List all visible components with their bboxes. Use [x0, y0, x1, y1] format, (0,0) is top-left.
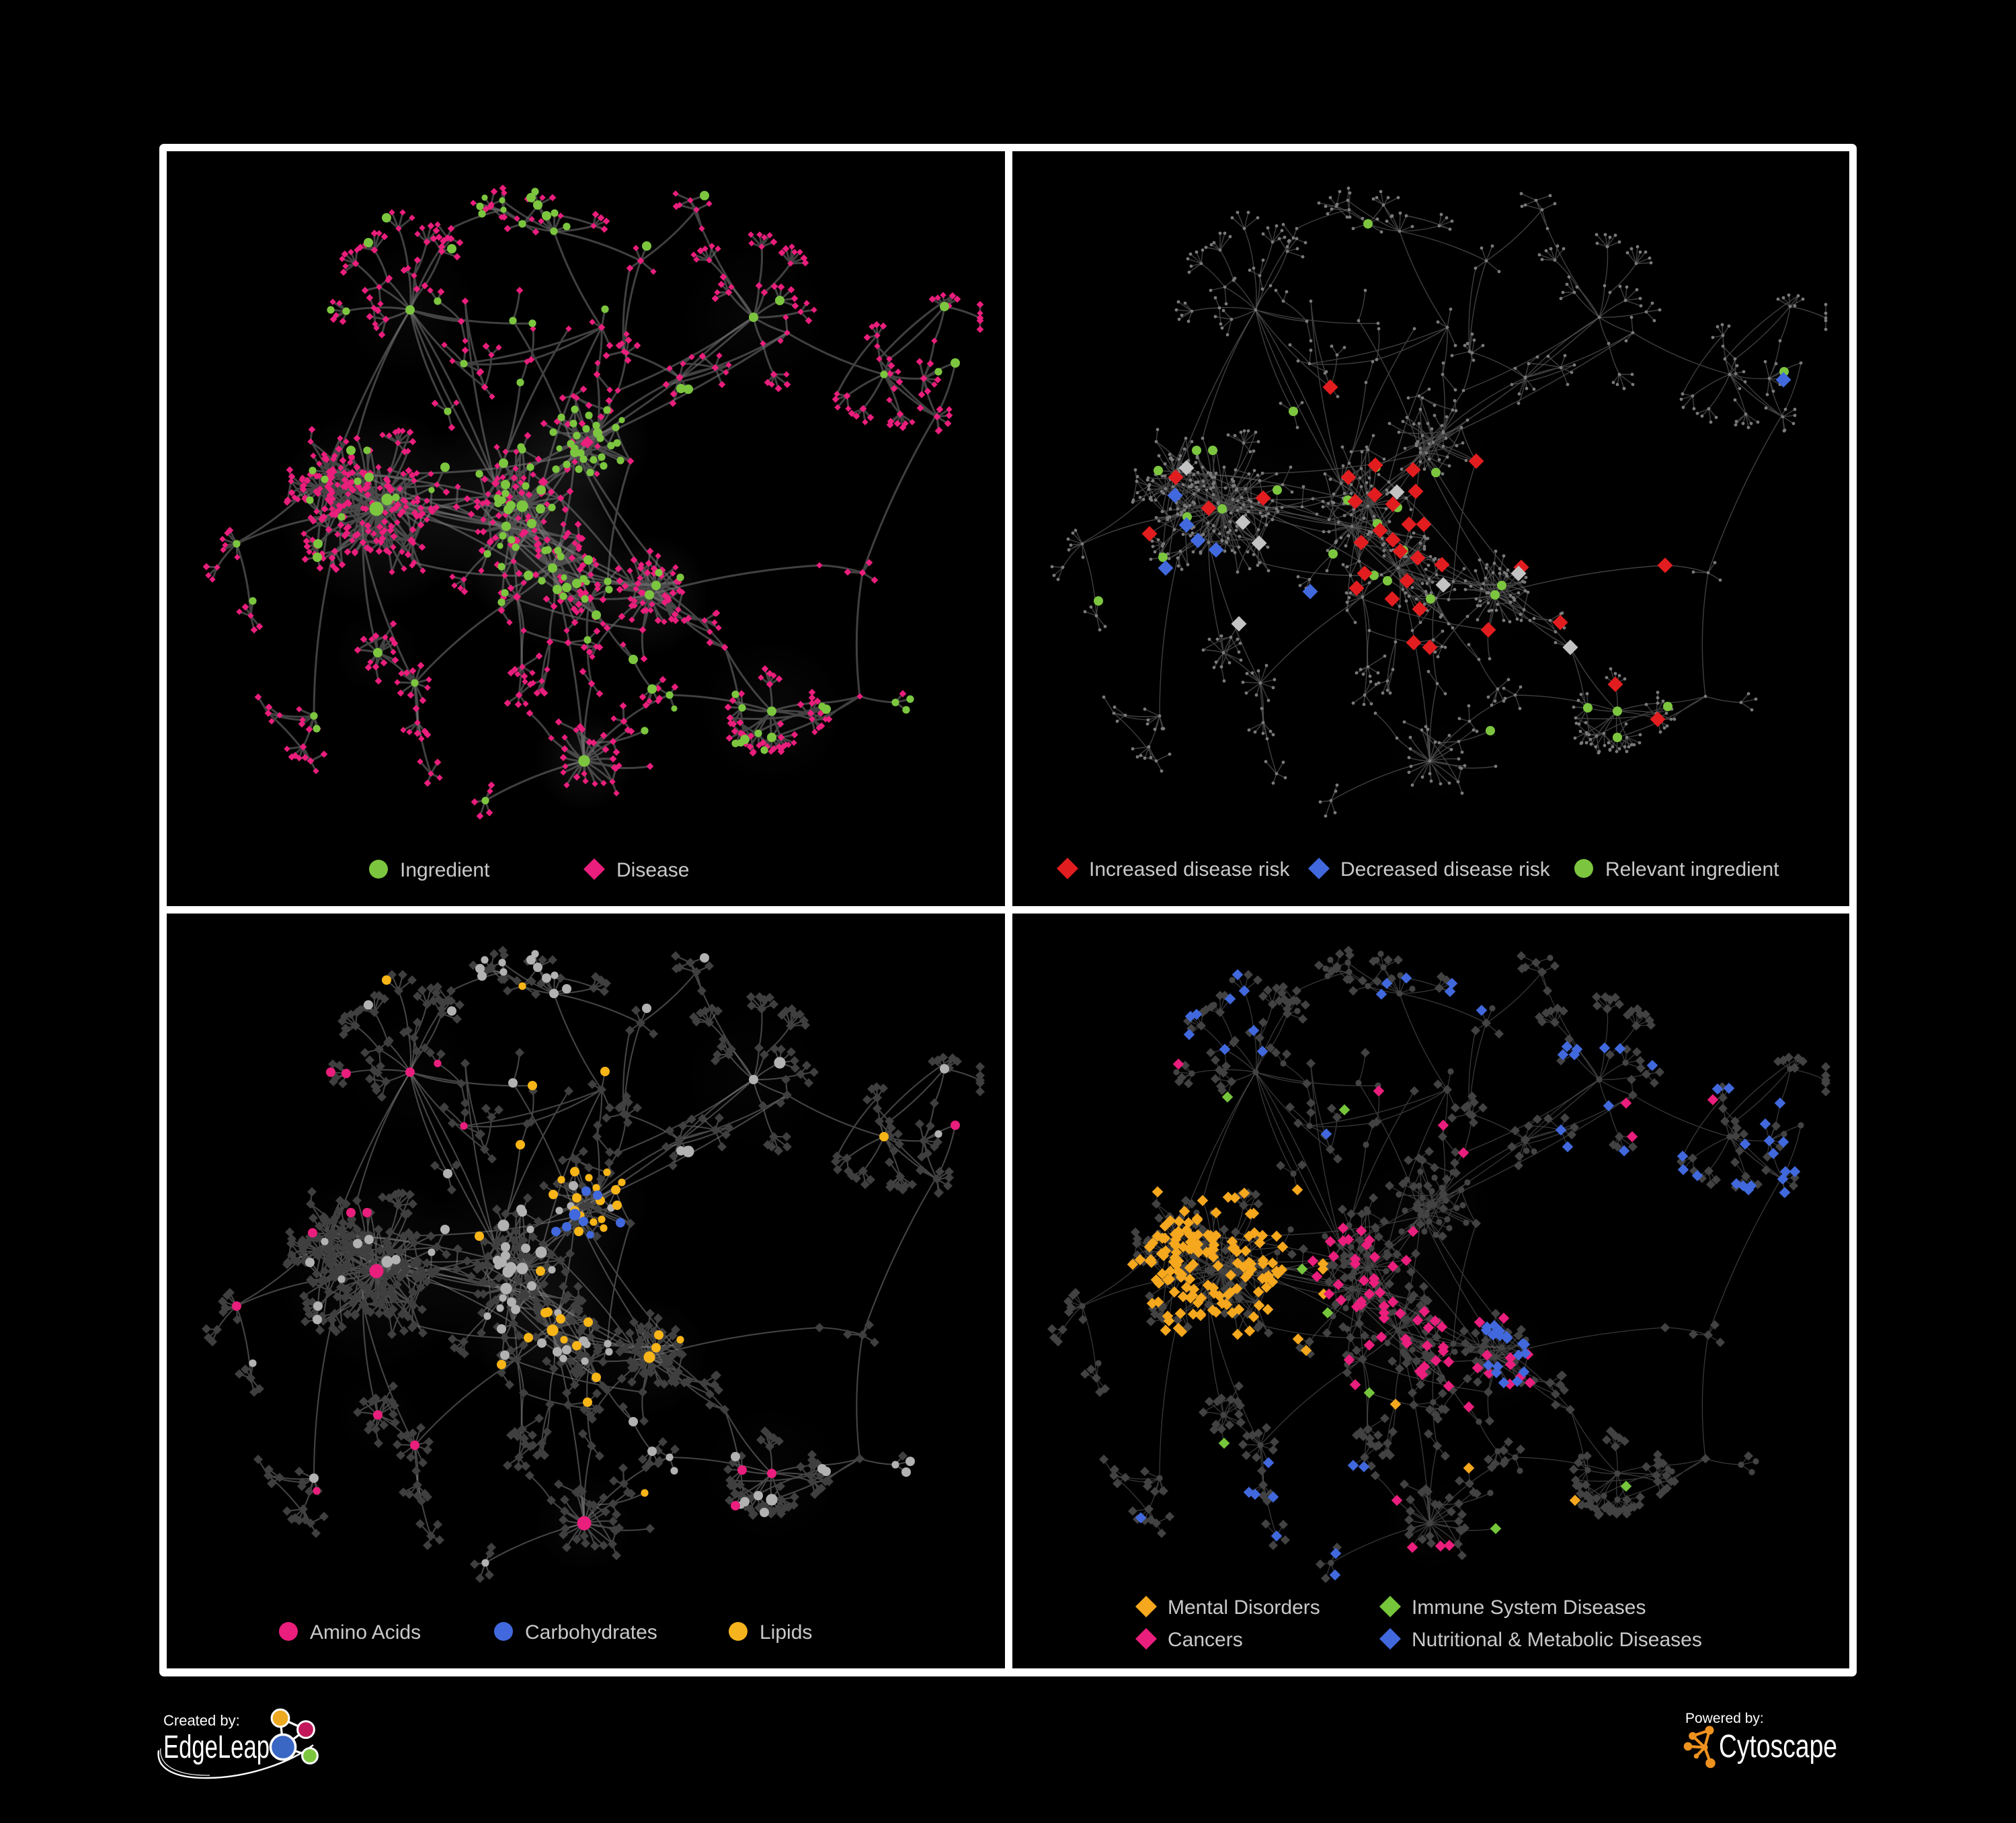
svg-text:Relevant ingredient: Relevant ingredient: [1605, 858, 1779, 881]
svg-text:EdgeLeap: EdgeLeap: [163, 1730, 270, 1765]
svg-text:Ingredient: Ingredient: [400, 859, 490, 881]
svg-text:Carbohydrates: Carbohydrates: [525, 1621, 657, 1644]
svg-text:Mental Disorders: Mental Disorders: [1168, 1596, 1320, 1619]
svg-text:Powered by:: Powered by:: [1685, 1711, 1764, 1726]
svg-text:Created by:: Created by:: [163, 1712, 240, 1729]
svg-text:Decreased disease risk: Decreased disease risk: [1340, 858, 1551, 881]
svg-text:Disease: Disease: [616, 859, 689, 881]
svg-text:Increased disease risk: Increased disease risk: [1089, 858, 1290, 881]
svg-text:Cancers: Cancers: [1168, 1629, 1243, 1651]
svg-text:Cytoscape: Cytoscape: [1719, 1729, 1837, 1765]
svg-text:Lipids: Lipids: [760, 1621, 812, 1644]
svg-text:Nutritional & Metabolic Diseas: Nutritional & Metabolic Diseases: [1412, 1629, 1702, 1651]
svg-text:Immune System Diseases: Immune System Diseases: [1412, 1596, 1646, 1619]
svg-text:Amino Acids: Amino Acids: [310, 1621, 421, 1644]
